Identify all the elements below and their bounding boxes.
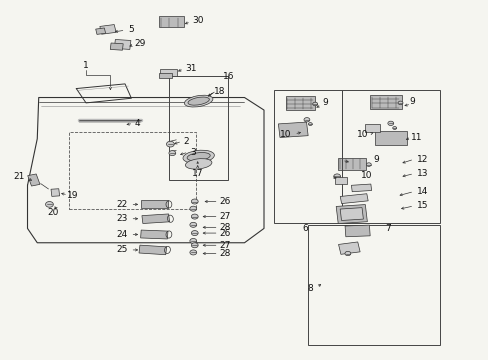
Circle shape [312,102,317,106]
Bar [337,158,365,170]
Bar [28,174,40,186]
Circle shape [333,174,340,179]
Text: 31: 31 [185,64,196,73]
Text: 29: 29 [134,39,145,48]
Bar [158,16,183,27]
Circle shape [168,150,175,156]
Circle shape [189,206,196,211]
Circle shape [344,251,350,256]
Text: 26: 26 [219,197,230,206]
Text: 11: 11 [410,133,422,142]
Text: 19: 19 [67,190,79,199]
Bar [341,90,439,223]
Bar [335,204,366,224]
Text: 28: 28 [219,249,230,258]
Bar [338,242,359,254]
Text: 22: 22 [116,200,127,209]
Ellipse shape [184,95,212,107]
Ellipse shape [185,159,211,169]
Bar [374,131,406,145]
Ellipse shape [187,97,209,105]
Bar [142,214,169,224]
Ellipse shape [187,153,210,161]
Text: 10: 10 [280,130,291,139]
Text: 3: 3 [190,148,196,157]
Circle shape [387,121,393,126]
Text: 27: 27 [219,241,230,250]
Circle shape [366,163,370,166]
Bar [168,76,228,180]
Bar [139,245,166,255]
Text: 4: 4 [134,119,140,128]
Bar [160,69,177,76]
Text: 9: 9 [408,97,414,106]
Bar [159,73,171,78]
Bar [96,28,105,35]
Circle shape [191,214,198,219]
Bar [110,43,123,50]
Text: 10: 10 [360,171,371,180]
Text: 24: 24 [116,230,127,239]
Text: 17: 17 [192,169,203,178]
Bar [351,184,371,192]
Bar [334,177,346,184]
Text: 30: 30 [192,16,203,25]
Text: 9: 9 [372,155,378,164]
Text: 20: 20 [47,208,59,217]
Text: 14: 14 [416,187,427,196]
Text: 26: 26 [219,229,230,238]
Bar [340,194,367,203]
Text: 15: 15 [416,201,427,210]
Text: 27: 27 [219,212,230,221]
Bar [273,90,341,223]
Circle shape [191,230,198,235]
Circle shape [397,101,402,105]
Bar [51,189,60,196]
Circle shape [189,238,196,243]
Text: 12: 12 [416,155,427,164]
Bar [369,95,401,109]
Circle shape [392,127,396,130]
Circle shape [308,123,312,126]
Text: 10: 10 [357,130,368,139]
Circle shape [304,118,309,122]
Text: 5: 5 [128,25,134,34]
Text: 21: 21 [14,172,25,181]
Bar [345,225,369,237]
Text: 23: 23 [116,214,127,223]
Bar [141,230,167,239]
Bar [307,225,439,345]
Bar [114,40,131,49]
Text: 1: 1 [83,61,89,70]
Text: 2: 2 [183,137,188,146]
Bar [100,24,116,34]
Bar [278,122,307,138]
Text: 28: 28 [219,223,230,232]
Bar [141,201,167,208]
Text: 18: 18 [214,86,225,95]
Text: 7: 7 [385,224,390,233]
Bar [285,96,315,110]
Bar [364,124,379,132]
Ellipse shape [183,150,214,163]
Text: 16: 16 [223,72,234,81]
Circle shape [191,199,198,204]
Text: 9: 9 [322,98,327,107]
Text: 8: 8 [307,284,312,293]
Circle shape [166,141,174,147]
Circle shape [45,202,53,207]
Bar [340,208,363,220]
Circle shape [191,243,198,248]
Text: 6: 6 [302,224,308,233]
Text: 13: 13 [416,169,427,178]
Circle shape [189,250,196,255]
Text: 25: 25 [116,246,127,255]
Circle shape [189,222,196,227]
